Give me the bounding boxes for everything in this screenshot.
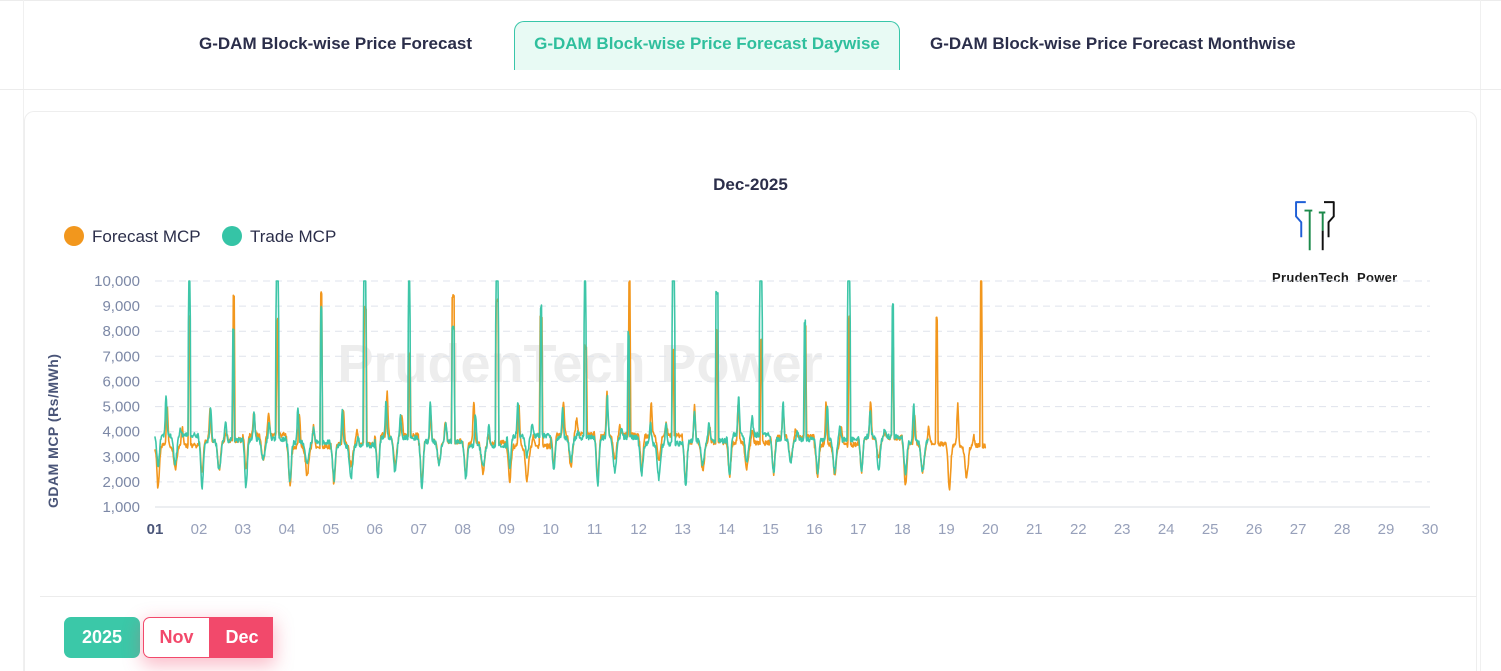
svg-text:12: 12 [630, 521, 647, 538]
svg-text:5,000: 5,000 [102, 399, 140, 416]
svg-text:4,000: 4,000 [102, 424, 140, 441]
svg-text:14: 14 [718, 521, 735, 538]
svg-text:23: 23 [1114, 521, 1131, 538]
svg-text:10: 10 [542, 521, 559, 538]
svg-text:21: 21 [1026, 521, 1043, 538]
svg-text:28: 28 [1334, 521, 1351, 538]
svg-text:1,000: 1,000 [102, 499, 140, 516]
svg-text:04: 04 [279, 521, 296, 538]
svg-text:8,000: 8,000 [102, 323, 140, 340]
svg-text:05: 05 [323, 521, 340, 538]
svg-text:10,000: 10,000 [94, 273, 140, 290]
svg-text:16: 16 [806, 521, 823, 538]
svg-text:08: 08 [454, 521, 471, 538]
svg-text:7,000: 7,000 [102, 348, 140, 365]
svg-text:17: 17 [850, 521, 867, 538]
svg-text:11: 11 [587, 521, 603, 538]
svg-text:20: 20 [982, 521, 999, 538]
svg-text:07: 07 [410, 521, 427, 538]
svg-text:27: 27 [1290, 521, 1307, 538]
svg-text:26: 26 [1246, 521, 1263, 538]
svg-text:9,000: 9,000 [102, 298, 140, 315]
svg-text:02: 02 [191, 521, 208, 538]
svg-text:25: 25 [1202, 521, 1219, 538]
svg-text:29: 29 [1378, 521, 1395, 538]
svg-text:19: 19 [938, 521, 955, 538]
svg-text:24: 24 [1158, 521, 1175, 538]
svg-text:13: 13 [674, 521, 691, 538]
svg-text:15: 15 [762, 521, 779, 538]
svg-text:18: 18 [894, 521, 911, 538]
svg-text:06: 06 [366, 521, 383, 538]
svg-text:22: 22 [1070, 521, 1087, 538]
svg-text:01: 01 [147, 521, 164, 538]
svg-text:6,000: 6,000 [102, 373, 140, 390]
svg-text:09: 09 [498, 521, 515, 538]
svg-text:3,000: 3,000 [102, 449, 140, 466]
svg-text:03: 03 [235, 521, 252, 538]
svg-text:30: 30 [1422, 521, 1439, 538]
svg-text:2,000: 2,000 [102, 474, 140, 491]
